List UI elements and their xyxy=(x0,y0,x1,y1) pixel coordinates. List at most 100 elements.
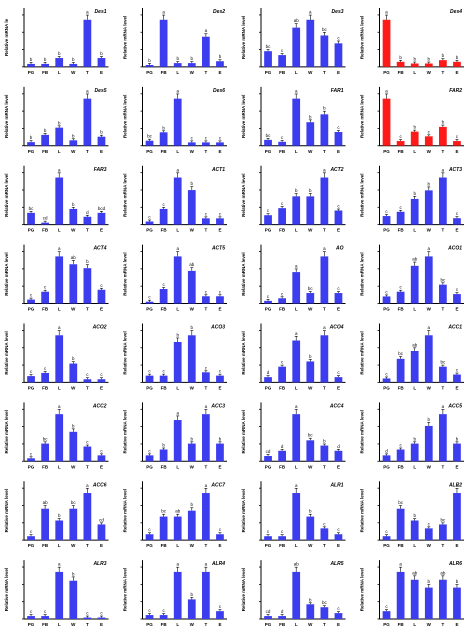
significance-letter: c xyxy=(267,529,270,534)
significance-letter: b xyxy=(428,417,431,422)
bar xyxy=(216,534,224,541)
significance-letter: b xyxy=(72,202,75,207)
bar xyxy=(306,516,315,541)
chart-title: ACT3 xyxy=(448,167,462,173)
x-tick-label: W xyxy=(71,464,76,469)
x-tick-label: FB xyxy=(161,464,168,469)
bar xyxy=(145,221,154,225)
bar xyxy=(159,208,168,225)
y-axis-label: Relative mRNA level xyxy=(241,174,246,217)
chart-title: ACC3 xyxy=(210,403,225,409)
bar xyxy=(306,196,315,225)
bar xyxy=(83,446,92,462)
bar xyxy=(334,534,343,541)
bar xyxy=(97,212,106,225)
significance-letter: b xyxy=(72,57,75,62)
bar xyxy=(264,377,272,383)
x-tick-label: W xyxy=(71,622,76,627)
bar xyxy=(334,210,343,225)
significance-letter: a xyxy=(205,404,208,409)
bar xyxy=(382,216,391,225)
significance-letter: c xyxy=(400,205,403,210)
significance-letter: c xyxy=(148,369,151,374)
x-tick-label: T xyxy=(86,307,89,312)
x-tick-label: L xyxy=(176,228,179,233)
significance-letter: c xyxy=(100,448,103,453)
bar xyxy=(187,63,196,67)
x-tick-label: PG xyxy=(383,464,390,469)
x-tick-label: FB xyxy=(398,622,405,627)
significance-letter: d xyxy=(281,444,284,449)
significance-letter: bc xyxy=(29,206,35,211)
bar xyxy=(97,524,106,541)
significance-letter: ab xyxy=(189,262,195,267)
bar xyxy=(439,60,447,67)
x-tick-label: PG xyxy=(265,464,272,469)
x-tick-label: T xyxy=(442,464,445,469)
x-tick-label: W xyxy=(427,543,432,548)
significance-letter: a xyxy=(176,410,179,415)
significance-letter: b xyxy=(176,56,179,61)
bar xyxy=(382,378,391,383)
x-tick-label: L xyxy=(295,385,298,390)
chart-panel: Relative mRNA level Des3 bc PG c FB ab La Wbc Tc E xyxy=(241,8,346,75)
significance-letter: c xyxy=(428,521,431,526)
significance-letter: a xyxy=(295,88,298,93)
chart-title: ACT5 xyxy=(211,246,225,252)
significance-letter: b xyxy=(219,436,222,441)
x-tick-label: FB xyxy=(161,149,168,154)
significance-letter: c xyxy=(385,371,388,376)
bar xyxy=(202,571,210,619)
bar xyxy=(202,142,210,146)
bar xyxy=(396,291,405,304)
significance-letter: ab xyxy=(412,570,418,575)
bar xyxy=(159,132,168,146)
significance-letter: c xyxy=(191,135,194,140)
significance-letter: d xyxy=(385,448,388,453)
x-tick-label: T xyxy=(205,385,208,390)
bar xyxy=(453,374,461,383)
bar xyxy=(292,27,301,67)
bar xyxy=(97,379,106,383)
significance-letter: b xyxy=(30,135,33,140)
chart-panel: Relative mRNA level ACC3 c PG b FB a Lb Wa Tb E xyxy=(123,402,227,469)
x-tick-label: PG xyxy=(146,385,153,390)
x-tick-label: W xyxy=(427,228,432,233)
bar xyxy=(202,493,210,541)
significance-letter: bc xyxy=(147,134,153,139)
x-tick-label: FB xyxy=(161,622,168,627)
bar xyxy=(334,450,343,462)
x-tick-label: E xyxy=(455,385,458,390)
significance-letter: b xyxy=(191,502,194,507)
y-axis-label: Relative mRNA level xyxy=(360,489,365,532)
chart-title: ACT2 xyxy=(329,167,343,173)
chart-panel: Relative mRNA level ALR2 c PG bc FB b Lc Wbc Ta E xyxy=(360,481,464,548)
y-axis-label: Relative mRNA le xyxy=(4,18,9,56)
bar xyxy=(159,449,168,462)
bar xyxy=(264,51,272,67)
significance-letter: c xyxy=(30,609,33,614)
x-tick-label: W xyxy=(71,385,76,390)
x-tick-label: W xyxy=(308,307,313,312)
significance-letter: c xyxy=(400,134,403,139)
x-tick-label: T xyxy=(442,622,445,627)
y-axis-label: Relative mRNA level xyxy=(360,568,365,611)
x-tick-label: T xyxy=(442,307,445,312)
significance-letter: a xyxy=(58,562,61,567)
x-tick-label: T xyxy=(442,149,445,154)
significance-letter: c xyxy=(400,285,403,290)
bar xyxy=(187,443,196,462)
significance-letter: a xyxy=(428,325,431,330)
bar xyxy=(41,222,49,225)
chart-panel: Relative mRNA level ACC2 c PG bc FB a Lb Wc Tc E xyxy=(4,402,109,469)
y-axis-label: Relative mRNA level xyxy=(123,252,128,295)
x-tick-label: PG xyxy=(146,70,153,75)
significance-letter: c xyxy=(205,365,208,370)
x-tick-label: W xyxy=(190,464,195,469)
x-tick-label: FB xyxy=(42,307,49,312)
significance-letter: cd xyxy=(266,609,271,614)
bar xyxy=(396,61,405,67)
bar xyxy=(439,414,447,462)
significance-letter: b xyxy=(72,571,75,576)
significance-letter: bc xyxy=(43,436,49,441)
